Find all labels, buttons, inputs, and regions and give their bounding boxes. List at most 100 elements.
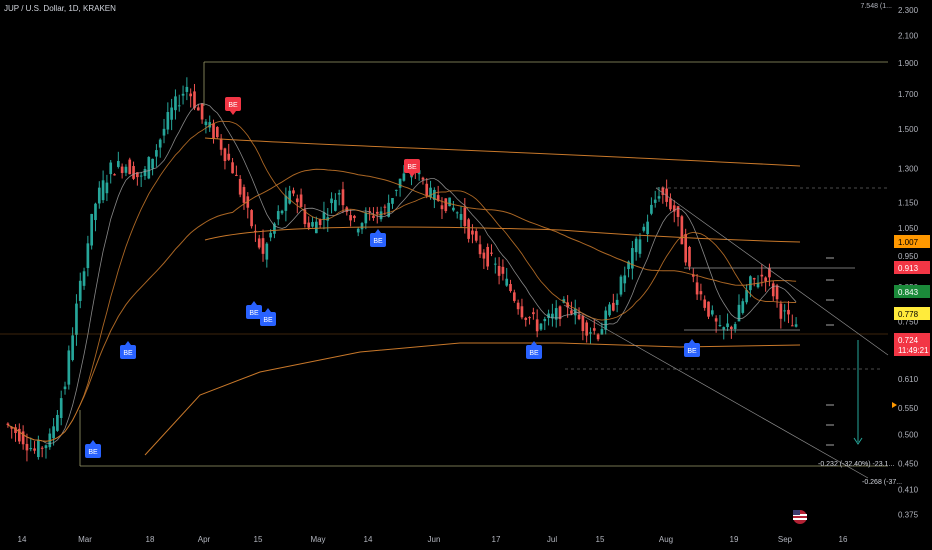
candle-body <box>691 274 695 277</box>
candle-body <box>478 244 482 255</box>
be-marker-pointer <box>375 229 381 233</box>
candle-body <box>771 283 775 297</box>
candle-body <box>764 277 767 282</box>
candle-body <box>455 212 459 214</box>
flag-canton <box>793 510 800 515</box>
candle-body <box>752 278 756 280</box>
measure-annotation: -0.232 (-32.40%) -23.1... <box>818 461 894 468</box>
candle-body <box>463 207 467 227</box>
candle-body <box>535 319 539 332</box>
be-marker-pointer <box>409 173 415 177</box>
candle-body <box>295 198 299 203</box>
candle-body <box>269 232 272 238</box>
x-tick-label: 19 <box>730 535 739 544</box>
candle-body <box>672 205 676 212</box>
be-marker-box <box>260 312 276 326</box>
candle-body <box>794 324 798 327</box>
candle-body <box>566 302 569 308</box>
candle-body <box>600 329 604 335</box>
candle-body <box>113 174 116 176</box>
be-marker-box <box>684 343 700 357</box>
candle-body <box>238 178 242 195</box>
candle-body <box>505 278 509 286</box>
price-label-text: 0.843 <box>898 288 919 297</box>
be-marker-pointer <box>265 308 271 312</box>
candle-body <box>162 128 166 136</box>
candle-body <box>471 230 474 235</box>
candle-body <box>288 190 292 204</box>
be-marker-box <box>404 159 420 173</box>
candle-body <box>547 313 550 319</box>
candle-body <box>353 215 356 219</box>
ma-channel-line <box>204 226 801 243</box>
be-marker-label: BE <box>263 317 273 324</box>
price-label: 0.843 <box>894 285 930 298</box>
candle-body <box>459 214 463 220</box>
y-tick-label: 0.750 <box>898 318 919 327</box>
candle-body <box>56 414 59 431</box>
be-buy-marker: BE <box>246 301 262 319</box>
candle-body <box>155 150 158 157</box>
candle-body <box>391 198 394 204</box>
candle-body <box>257 238 261 248</box>
candle-body <box>97 187 101 204</box>
candle-body <box>516 302 520 310</box>
be-sell-marker: BE <box>404 159 420 177</box>
price-label-bg <box>894 343 930 356</box>
candle-body <box>37 440 40 458</box>
candle-body <box>147 157 151 179</box>
time-axis: 14 Mar 18 Apr 15 May 14 Jun 17 Jul 15 Aug 19 Sep 16 <box>18 535 848 544</box>
candle-body <box>585 322 589 336</box>
candle-body <box>737 304 741 322</box>
candle-body <box>448 197 451 207</box>
ma-mid-line <box>7 120 797 442</box>
candle-body <box>75 303 78 335</box>
candle-body <box>532 312 535 315</box>
candle-body <box>573 308 577 316</box>
y-tick-label: 2.300 <box>898 6 919 15</box>
ma-slow-line <box>7 168 797 442</box>
candle-body <box>246 196 250 208</box>
candle-body <box>558 306 562 320</box>
candle-body <box>109 162 113 175</box>
price-label: 1.007 <box>894 235 930 248</box>
y-tick-label: 0.500 <box>898 430 919 439</box>
x-tick-label: 17 <box>492 535 501 544</box>
candle-body <box>429 187 432 197</box>
candles <box>6 77 798 462</box>
candle-body <box>402 173 406 181</box>
be-marker-label: BE <box>687 348 697 355</box>
candle-body <box>120 166 124 174</box>
candle-body <box>749 276 752 291</box>
x-tick-label: 14 <box>364 535 373 544</box>
candle-body <box>710 310 714 315</box>
x-tick-label: Jun <box>428 535 441 544</box>
be-marker-label: BE <box>529 350 539 357</box>
candle-body <box>551 313 554 319</box>
x-tick-label: 15 <box>596 535 605 544</box>
candle-body <box>67 350 71 385</box>
y-tick-label: 1.050 <box>898 224 919 233</box>
candle-body <box>379 211 383 220</box>
candle-body <box>261 238 265 254</box>
candle-body <box>745 289 748 303</box>
candle-body <box>63 386 67 390</box>
candle-body <box>307 222 311 228</box>
candle-body <box>756 282 760 288</box>
candle-body <box>509 284 512 292</box>
candle-body <box>394 189 398 191</box>
candle-body <box>474 231 478 241</box>
candle-body <box>444 198 448 212</box>
candle-body <box>790 325 794 327</box>
candle-body <box>733 324 737 330</box>
candle-body <box>10 427 14 429</box>
signal-markers: BE BE BE BE BE BE BE BE BE <box>85 97 700 458</box>
candle-body <box>356 228 360 233</box>
candle-body <box>174 96 177 111</box>
candle-body <box>21 431 25 445</box>
candle-body <box>615 299 619 305</box>
y-tick-label: 0.450 <box>898 460 919 469</box>
